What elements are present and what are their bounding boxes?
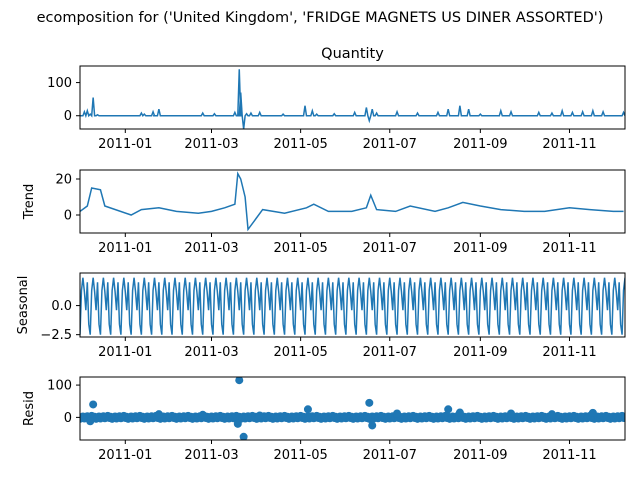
trend-plot-area xyxy=(80,171,624,232)
y-tick-label: 100 xyxy=(47,379,72,394)
figure-title: ecomposition for ('United Kingdom', 'FRI… xyxy=(37,10,604,26)
observed-panel-title: Quantity xyxy=(321,46,384,62)
y-tick-label: 100 xyxy=(47,76,72,91)
x-tick-label: 2011-03 xyxy=(184,345,238,360)
resid-y-axis-label: Resid xyxy=(22,391,37,426)
y-tick-label: 0 xyxy=(64,109,72,124)
resid-outlier-point xyxy=(233,419,242,428)
x-tick-label: 2011-09 xyxy=(453,241,507,256)
x-tick-label: 2011-03 xyxy=(184,448,238,463)
x-tick-label: 2011-11 xyxy=(542,448,596,463)
y-tick-label: 0 xyxy=(64,411,72,426)
seasonal-plot-area xyxy=(80,277,625,335)
resid-outlier-point xyxy=(393,409,402,418)
panels-group: 0 100 2011-01 2011-03 2011-05 2011-07 2011-09 2… xyxy=(16,46,626,463)
x-tick-label: 2011-07 xyxy=(363,241,417,256)
x-tick-label: 2011-05 xyxy=(273,241,327,256)
panel-resid: 0 100 2011-01 2011-03 2011-05 2011-07 2011-09 2… xyxy=(22,376,626,463)
resid-outlier-point xyxy=(365,398,374,407)
observed-axes-frame xyxy=(79,65,626,130)
x-tick-label: 2011-03 xyxy=(184,137,238,152)
x-tick-label: 2011-07 xyxy=(363,345,417,360)
observed-series-line xyxy=(80,69,625,129)
x-tick-label: 2011-09 xyxy=(453,345,507,360)
resid-outlier-point xyxy=(255,411,264,420)
resid-outlier-point xyxy=(154,410,163,419)
trend-series-line xyxy=(80,171,624,232)
seasonal-y-axis-label: Seasonal xyxy=(16,276,31,335)
x-tick-label: 2011-09 xyxy=(453,137,507,152)
panel-seasonal: −2.5 0.0 2011-01 2011-03 2011-05 2011-07 2011-… xyxy=(16,272,626,360)
x-tick-label: 2011-11 xyxy=(542,241,596,256)
resid-plot-area xyxy=(80,377,625,440)
x-tick-label: 2011-01 xyxy=(98,241,152,256)
x-tick-label: 2011-09 xyxy=(453,448,507,463)
x-tick-label: 2011-01 xyxy=(98,137,152,152)
resid-outlier-point xyxy=(86,417,95,426)
resid-outlier-point xyxy=(547,410,556,419)
x-tick-label: 2011-01 xyxy=(98,345,152,360)
x-tick-label: 2011-11 xyxy=(542,345,596,360)
resid-outlier-point xyxy=(239,432,248,440)
resid-outlier-point xyxy=(455,408,464,417)
y-tick-label: 20 xyxy=(55,173,72,188)
resid-outlier-point xyxy=(368,421,377,430)
x-tick-label: 2011-11 xyxy=(542,137,596,152)
seasonal-series-line xyxy=(80,277,625,335)
trend-axes-frame xyxy=(79,169,626,234)
x-tick-label: 2011-03 xyxy=(184,241,238,256)
panel-trend: 0 20 2011-01 2011-03 2011-05 2011-07 2011-09 20… xyxy=(22,169,626,256)
resid-point xyxy=(621,412,625,421)
y-tick-label: −2.5 xyxy=(40,328,72,343)
resid-outlier-point xyxy=(89,400,98,409)
trend-y-axis-label: Trend xyxy=(22,184,37,221)
panel-observed: 0 100 2011-01 2011-03 2011-05 2011-07 2011-09 2… xyxy=(47,46,626,152)
seasonal-axes-frame xyxy=(79,272,626,338)
x-tick-label: 2011-07 xyxy=(363,448,417,463)
resid-outlier-point xyxy=(444,405,453,414)
x-tick-label: 2011-05 xyxy=(273,137,327,152)
y-tick-label: 0 xyxy=(64,209,72,224)
y-tick-label: 0.0 xyxy=(51,299,72,314)
resid-outlier-point xyxy=(588,408,597,417)
resid-outlier-point xyxy=(235,377,244,385)
resid-outlier-point xyxy=(303,405,312,414)
observed-plot-area xyxy=(80,69,625,129)
resid-outlier-point xyxy=(507,409,516,418)
x-tick-label: 2011-01 xyxy=(98,448,152,463)
x-tick-label: 2011-07 xyxy=(363,137,417,152)
x-tick-label: 2011-05 xyxy=(273,448,327,463)
resid-outlier-point xyxy=(198,410,207,419)
resid-axes-frame xyxy=(79,376,626,441)
x-tick-label: 2011-05 xyxy=(273,345,327,360)
